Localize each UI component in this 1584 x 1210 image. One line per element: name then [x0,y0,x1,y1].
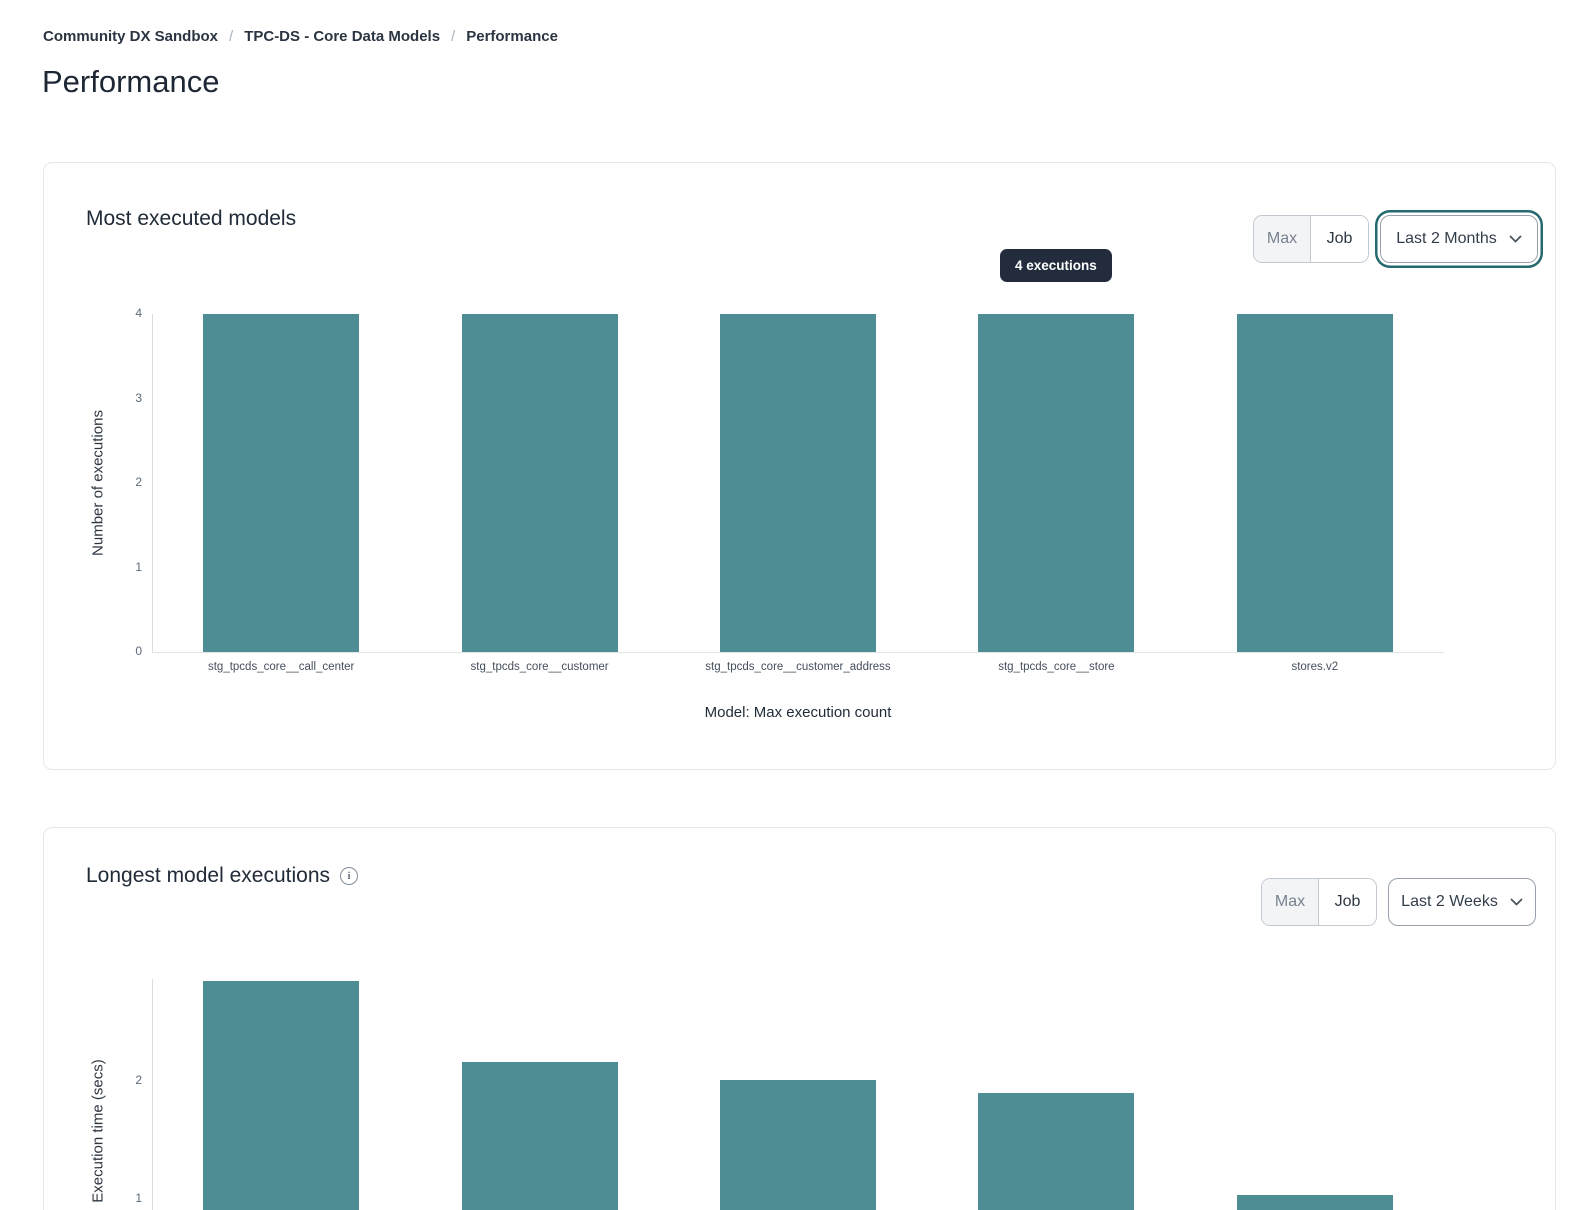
toggle-option-job[interactable]: Job [1319,879,1376,925]
y-tick-label: 1 [135,559,142,574]
y-tick-label: 4 [135,306,142,320]
bar[interactable] [720,314,876,652]
y-axis-title: Execution time (secs) [89,1059,107,1203]
time-range-value: Last 2 Months [1396,230,1497,247]
y-tick-label: 1 [135,1190,142,1205]
breadcrumb: Community DX Sandbox / TPC-DS - Core Dat… [43,28,558,45]
chevron-down-icon [1510,898,1523,907]
y-tick-label: 3 [135,390,142,405]
most-executed-models-chart: Number of executions Model: Max executio… [44,163,1555,769]
time-range-dropdown[interactable]: Last 2 Weeks [1388,878,1536,926]
x-axis-title: Model: Max execution count [704,704,892,721]
longest-model-executions-card: Longest model executions Max Job Last 2 … [43,827,1556,1210]
bar[interactable] [978,314,1135,652]
bar[interactable] [1236,314,1393,652]
chart-tooltip-text: 4 executions [1015,258,1097,273]
bar[interactable] [1236,1194,1393,1210]
card-title: Longest model executions [86,864,358,888]
most-executed-models-card: Most executed models Max Job Last 2 Mont… [43,162,1556,770]
x-tick-label: stores.v2 [1291,661,1339,673]
longest-model-executions-chart: Execution time (secs) 1 2 [44,828,1555,1210]
y-tick-label: 0 [135,644,142,658]
bar[interactable] [978,1092,1135,1210]
x-tick-label: stg_tpcds_core__call_center [207,661,355,673]
card-title: Most executed models [86,207,296,231]
bar[interactable] [461,1062,618,1210]
toggle-option-job[interactable]: Job [1311,216,1368,262]
max-job-toggle: Max Job [1253,215,1369,263]
bar[interactable] [461,314,618,652]
y-axis-line [152,314,153,652]
chevron-down-icon [1509,235,1522,244]
breadcrumb-separator: / [229,28,234,45]
info-icon[interactable] [340,867,358,885]
y-tick-label: 2 [135,1073,142,1087]
time-range-value: Last 2 Weeks [1401,893,1498,910]
bar[interactable] [720,1079,876,1210]
page-title: Performance [42,64,220,99]
card-title-text: Most executed models [86,207,297,230]
x-tick-label: stg_tpcds_core__customer [470,661,609,673]
breadcrumb-item-current: Performance [466,28,558,45]
toggle-option-max[interactable]: Max [1254,216,1311,262]
x-tick-label: stg_tpcds_core__store [998,661,1115,673]
breadcrumb-item-environment[interactable]: TPC-DS - Core Data Models [244,28,441,45]
time-range-dropdown[interactable]: Last 2 Months [1380,215,1538,263]
bar[interactable] [203,981,360,1210]
card-title-text: Longest model executions [86,864,330,887]
x-tick-label: stg_tpcds_core__customer_address [705,661,891,673]
max-job-toggle: Max Job [1261,878,1377,926]
y-axis-line [152,979,153,1210]
bar[interactable] [203,314,360,652]
chart-tooltip: 4 executions [1000,249,1112,282]
breadcrumb-separator: / [451,28,456,45]
toggle-option-max[interactable]: Max [1262,879,1319,925]
x-axis-line [152,652,1444,653]
breadcrumb-item-project[interactable]: Community DX Sandbox [43,28,219,45]
y-tick-label: 2 [135,475,142,489]
y-axis-title: Number of executions [89,410,107,556]
